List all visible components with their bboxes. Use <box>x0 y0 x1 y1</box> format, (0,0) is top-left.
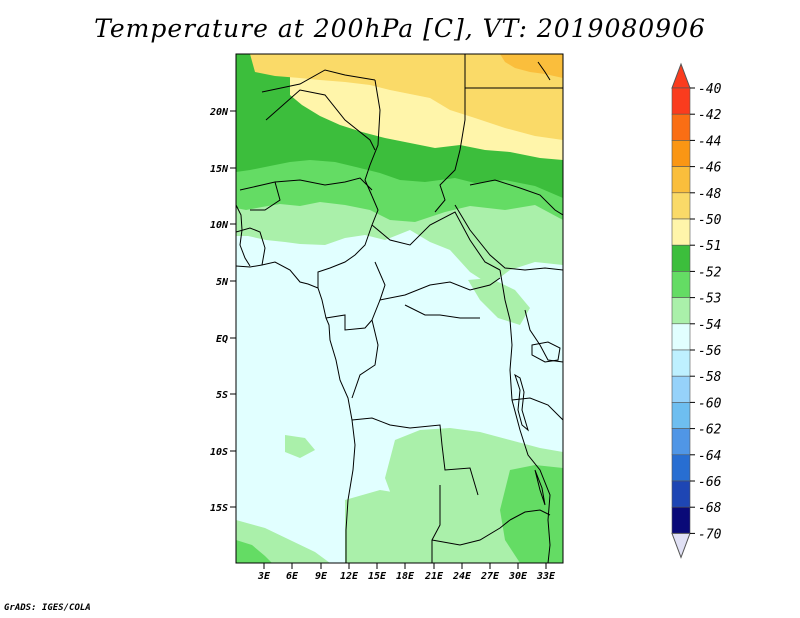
border-lake-victoria <box>531 341 561 363</box>
border-sudan-south <box>454 204 563 271</box>
border-ethiopia <box>469 179 563 216</box>
colorbar-label: -66 <box>698 475 722 490</box>
border-mozambique <box>509 509 551 521</box>
border-ghana-togo <box>236 227 266 266</box>
lon-label: 33E <box>536 571 556 582</box>
band-light-green-east <box>468 278 530 325</box>
band-mid-green-southwest <box>236 540 272 563</box>
border-east-africa <box>499 269 551 563</box>
lon-label: 9E <box>315 571 328 582</box>
border-burkina <box>239 181 281 211</box>
lat-label: 15N <box>210 164 229 175</box>
border-gabon <box>325 314 373 331</box>
lat-label: 5N <box>216 277 229 288</box>
lat-label: 5S <box>216 390 228 401</box>
band-light-green-patch <box>285 435 315 458</box>
lat-axis: 20N 15N 10N 5N EQ 5S 10S 15S <box>209 107 236 514</box>
colorbar-label: -42 <box>698 108 722 123</box>
colorbar-label: -40 <box>698 82 722 97</box>
colorbar-swatch <box>671 244 691 272</box>
lat-label: 15S <box>210 503 228 514</box>
border-congo-interior <box>404 304 480 319</box>
colorbar-swatch <box>671 375 691 403</box>
colorbar-swatch <box>671 402 691 429</box>
colorbar-label: -48 <box>698 187 722 202</box>
border-drc-angola <box>351 417 479 496</box>
lon-label: 18E <box>396 571 415 582</box>
colorbar-label: -53 <box>698 292 721 307</box>
band-mid-green-southeast <box>500 465 563 563</box>
band-yellow <box>250 54 563 140</box>
colorbar-swatch <box>671 480 691 508</box>
colorbar-label: -52 <box>698 265 722 280</box>
lon-label: 30E <box>508 571 528 582</box>
colorbar-label: -51 <box>698 239 721 254</box>
colorbar-label: -70 <box>698 527 722 542</box>
border-niger-chad <box>364 79 381 197</box>
border-angola-zambia <box>431 485 441 563</box>
lon-axis: 3E 6E 9E 12E 15E 18E 21E 24E 27E 30E 33E <box>257 563 556 582</box>
border-niger-nigeria <box>274 177 373 191</box>
colorbar-label: -60 <box>698 396 722 411</box>
border-car-drc <box>374 261 501 301</box>
colorbar-swatch <box>671 323 691 351</box>
lon-label: 27E <box>480 571 500 582</box>
colorbar-label: -62 <box>698 423 722 438</box>
colorbar-swatch <box>671 113 691 141</box>
map-title: Temperature at 200hPa [C], VT: 201908090… <box>94 14 706 43</box>
lon-label: 15E <box>368 571 387 582</box>
colorbar-swatch <box>671 87 691 115</box>
band-orange <box>500 54 563 78</box>
temperature-field <box>236 54 563 563</box>
border-congo-drc <box>351 299 381 399</box>
colorbar-label: -50 <box>698 213 722 228</box>
colorbar-swatch <box>671 454 691 482</box>
colorbar-label: -68 <box>698 501 722 516</box>
colorbar-label: -44 <box>698 134 721 149</box>
colorbar-label: -46 <box>698 161 722 176</box>
colorbar-swatch <box>671 428 691 456</box>
colorbar-label: -54 <box>698 318 721 333</box>
colorbar-label: -58 <box>698 370 722 385</box>
credit-text: GrADS: IGES/COLA <box>4 603 91 613</box>
colorbar-swatch <box>671 271 691 298</box>
lon-label: 3E <box>257 571 271 582</box>
colorbar-swatch <box>671 192 691 220</box>
border-chad-sudan <box>434 54 466 213</box>
colorbar-swatch <box>671 218 691 246</box>
border-cameroon-car <box>371 211 501 271</box>
colorbar-swatch <box>671 349 691 377</box>
band-light-green-south <box>345 490 510 563</box>
lat-label: 10N <box>210 220 229 231</box>
plot-frame <box>235 53 564 564</box>
lon-label: 6E <box>286 571 299 582</box>
lon-label: 21E <box>424 571 444 582</box>
coastline-gulf-of-guinea <box>236 261 356 563</box>
border-mali-niger <box>265 89 376 151</box>
border-tanzania <box>511 397 563 421</box>
lat-label: EQ <box>216 334 228 345</box>
colorbar-swatch <box>671 166 691 194</box>
lon-label: 24E <box>452 571 472 582</box>
colorbar: -40 -42 -44 -46 -48 -50 -51 -52 -53 -54 -56 -58 -60 -… <box>671 62 722 559</box>
colorbar-top-arrow <box>671 62 691 89</box>
colorbar-label: -56 <box>698 344 722 359</box>
colorbar-bottom-arrow <box>671 532 691 559</box>
border-red-sea <box>537 61 551 81</box>
lat-label: 20N <box>209 107 229 118</box>
lake-tanganyika <box>514 373 529 432</box>
lake-malawi <box>534 469 546 506</box>
coastline-west <box>236 204 251 267</box>
country-borders <box>236 54 563 563</box>
border-libya-algeria <box>261 69 376 93</box>
lat-label: 10S <box>210 447 228 458</box>
colorbar-label: -64 <box>698 449 721 464</box>
colorbar-swatch <box>671 297 691 325</box>
colorbar-swatch <box>671 506 691 534</box>
border-zambia-south <box>431 519 511 546</box>
lon-label: 12E <box>340 571 359 582</box>
border-nigeria-cameroon <box>317 195 379 288</box>
colorbar-swatch <box>671 140 691 167</box>
